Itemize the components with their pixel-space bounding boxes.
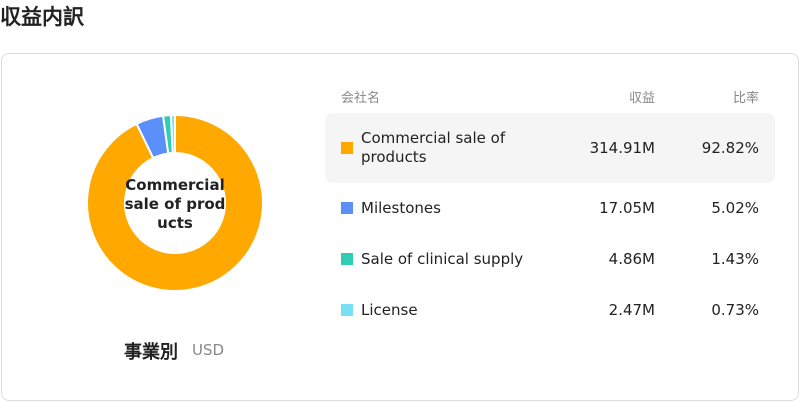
column-header: 比率 — [732, 91, 759, 106]
chart-caption: 事業別 — [124, 342, 178, 363]
page-title: 収益内訳 — [0, 5, 84, 29]
table-row[interactable] — [325, 113, 775, 183]
unit-label: USD — [192, 341, 225, 359]
legend-swatch — [341, 304, 353, 316]
column-header: 収益 — [628, 91, 655, 106]
revenue: 4.86M — [608, 250, 655, 268]
center-label: Commercial sale of products — [124, 176, 226, 232]
donut-slice — [86, 113, 264, 292]
card — [1, 53, 799, 401]
legend-swatch — [341, 253, 353, 265]
share: 0.73% — [711, 301, 759, 319]
category-name: License — [361, 300, 418, 319]
share: 1.43% — [711, 250, 759, 268]
legend-swatch — [341, 142, 353, 154]
legend-swatch — [341, 202, 353, 214]
donut-slice — [169, 113, 176, 155]
revenue: 2.47M — [608, 301, 655, 319]
share: 5.02% — [711, 199, 759, 217]
share: 92.82% — [701, 139, 759, 157]
column-header: 会社名 — [341, 91, 381, 106]
category-name: Sale of clinical supply — [361, 249, 524, 268]
category-name: Milestones — [361, 198, 441, 217]
revenue: 17.05M — [599, 199, 655, 217]
category-name: Commercial sale of products — [361, 129, 506, 166]
revenue: 314.91M — [589, 139, 655, 157]
